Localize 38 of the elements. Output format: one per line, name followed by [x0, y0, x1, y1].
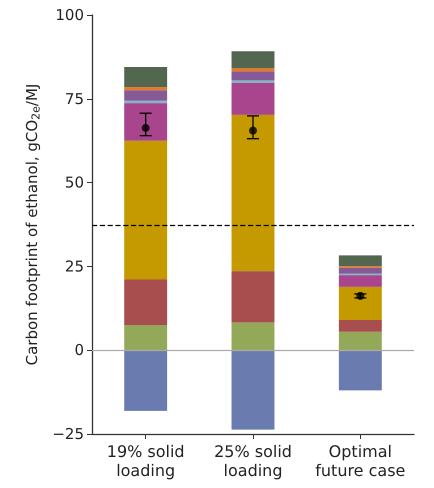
y-axis-title: Carbon footprint of ethanol, gCO2e/MJ — [22, 84, 42, 366]
bar — [124, 140, 168, 280]
bar — [232, 114, 274, 272]
bar — [124, 325, 168, 350]
y-tick-label: −25 — [52, 425, 84, 443]
bar — [232, 83, 274, 115]
y-tick-label: 25 — [64, 257, 84, 276]
point — [142, 124, 150, 132]
x-tick-label: 25% solid loading — [214, 442, 292, 480]
x-tick-label: Optimal future case — [315, 442, 406, 480]
bar — [124, 279, 168, 326]
bar — [232, 51, 274, 68]
point — [356, 292, 364, 300]
bar — [232, 322, 274, 350]
bar — [232, 350, 274, 430]
bar — [124, 350, 168, 411]
bar — [232, 68, 274, 72]
bar — [124, 87, 168, 90]
bar — [232, 80, 274, 84]
bar — [124, 100, 168, 104]
bar — [338, 320, 382, 332]
bar — [232, 271, 274, 322]
bar — [338, 275, 382, 287]
y-tick-label: 50 — [64, 174, 84, 192]
bar — [338, 255, 382, 266]
bar — [124, 103, 168, 141]
bar — [338, 268, 382, 274]
y-tick-label: 75 — [64, 90, 84, 108]
point — [249, 126, 257, 135]
bar — [338, 350, 382, 390]
bar — [338, 286, 382, 320]
bar — [338, 332, 382, 350]
x-tick-label: 19% solid loading — [106, 442, 185, 480]
y-tick-label: 0 — [74, 341, 84, 360]
y-tick-label: 100 — [55, 6, 84, 24]
bar — [124, 66, 168, 88]
bar — [232, 71, 274, 80]
bar — [124, 90, 168, 100]
